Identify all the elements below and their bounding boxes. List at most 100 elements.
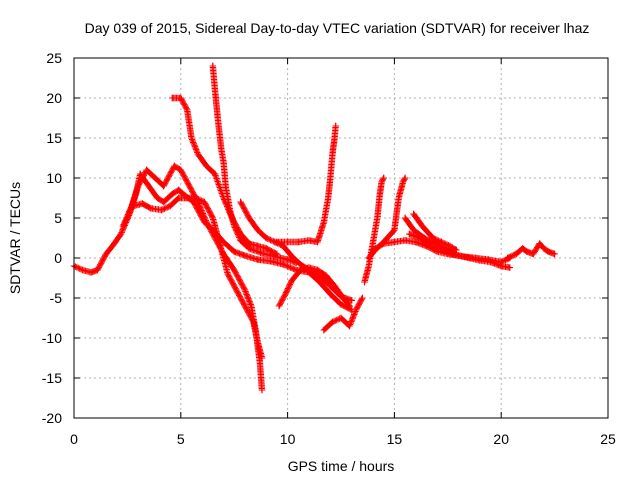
data-point xyxy=(209,214,217,222)
data-point xyxy=(169,190,176,198)
data-point xyxy=(446,242,454,250)
data-point xyxy=(352,306,360,314)
series-pass-15 xyxy=(410,210,460,254)
series-pass-16 xyxy=(504,240,558,262)
data-point xyxy=(94,266,101,274)
data-point xyxy=(248,302,255,310)
data-point xyxy=(361,278,368,286)
data-point xyxy=(348,297,355,304)
data-point xyxy=(288,277,296,284)
data-point xyxy=(410,226,417,234)
y-tick-label: -15 xyxy=(42,370,62,386)
data-point xyxy=(171,162,178,170)
data-point xyxy=(438,238,445,246)
chart-title: Day 039 of 2015, Sidereal Day-to-day VTE… xyxy=(85,20,590,36)
series-pass-08 xyxy=(320,294,366,334)
data-point xyxy=(331,134,338,142)
data-point xyxy=(406,230,413,238)
data-point xyxy=(329,318,336,326)
data-point xyxy=(418,222,426,230)
data-point xyxy=(231,248,238,255)
data-point xyxy=(233,286,240,294)
data-point xyxy=(305,264,313,271)
data-point xyxy=(177,166,184,174)
data-point xyxy=(271,253,278,260)
data-point xyxy=(504,254,511,262)
x-tick-label: 25 xyxy=(600,431,616,447)
data-point xyxy=(410,210,417,218)
y-tick-label: -10 xyxy=(42,330,62,346)
data-point xyxy=(119,222,127,230)
data-point xyxy=(472,254,479,262)
data-point xyxy=(151,174,159,182)
data-point xyxy=(288,253,296,260)
data-point xyxy=(263,245,270,252)
data-point xyxy=(273,238,281,246)
data-point xyxy=(186,182,193,190)
data-point xyxy=(237,198,244,206)
y-tick-label: 5 xyxy=(54,210,62,226)
data-point xyxy=(188,134,195,142)
data-point xyxy=(175,194,182,202)
data-point xyxy=(237,237,244,244)
data-point xyxy=(275,302,283,310)
data-point xyxy=(220,158,227,166)
data-point xyxy=(147,205,155,212)
data-point xyxy=(254,256,261,263)
data-point xyxy=(231,266,238,274)
x-tick-label: 5 xyxy=(177,431,185,447)
data-point xyxy=(544,248,552,255)
series-pass-07 xyxy=(275,264,353,310)
data-point xyxy=(226,206,234,214)
data-point xyxy=(203,162,210,170)
series-pass-09 xyxy=(273,122,339,246)
data-point xyxy=(218,246,225,254)
data-point xyxy=(98,258,105,266)
data-point xyxy=(245,245,253,252)
data-point xyxy=(380,174,387,182)
data-point xyxy=(391,238,398,246)
data-point xyxy=(134,182,142,190)
data-point xyxy=(305,237,313,244)
data-point xyxy=(192,194,199,202)
data-point xyxy=(175,186,182,194)
data-point xyxy=(263,234,270,242)
y-tick-label: 0 xyxy=(54,250,62,266)
data-point xyxy=(399,178,407,186)
data-point xyxy=(485,256,492,263)
data-point xyxy=(211,86,219,94)
data-point xyxy=(429,234,437,242)
data-point xyxy=(438,246,445,254)
data-point xyxy=(282,290,289,298)
data-point xyxy=(448,250,456,258)
data-point xyxy=(365,254,372,262)
data-point xyxy=(359,294,366,302)
plot-frame xyxy=(73,57,609,419)
data-point xyxy=(169,94,176,102)
data-point xyxy=(297,266,304,274)
x-tick-label: 15 xyxy=(387,431,403,447)
data-point xyxy=(322,272,330,279)
data-point xyxy=(374,214,381,222)
data-point xyxy=(376,194,383,202)
data-point xyxy=(258,354,266,362)
data-point xyxy=(536,240,543,247)
data-point xyxy=(254,242,261,250)
data-point xyxy=(519,245,526,252)
data-point xyxy=(401,174,409,182)
data-point xyxy=(130,202,138,210)
data-point xyxy=(324,194,332,202)
data-point xyxy=(209,62,217,70)
data-point xyxy=(258,250,266,257)
data-point xyxy=(540,245,548,252)
data-point xyxy=(222,182,229,190)
data-point xyxy=(346,302,353,310)
data-point xyxy=(339,294,347,302)
data-point xyxy=(177,94,184,102)
data-point xyxy=(401,214,409,222)
data-point xyxy=(530,250,537,258)
data-point xyxy=(224,270,231,278)
y-tick-label: 10 xyxy=(46,170,62,186)
data-point xyxy=(256,358,264,366)
